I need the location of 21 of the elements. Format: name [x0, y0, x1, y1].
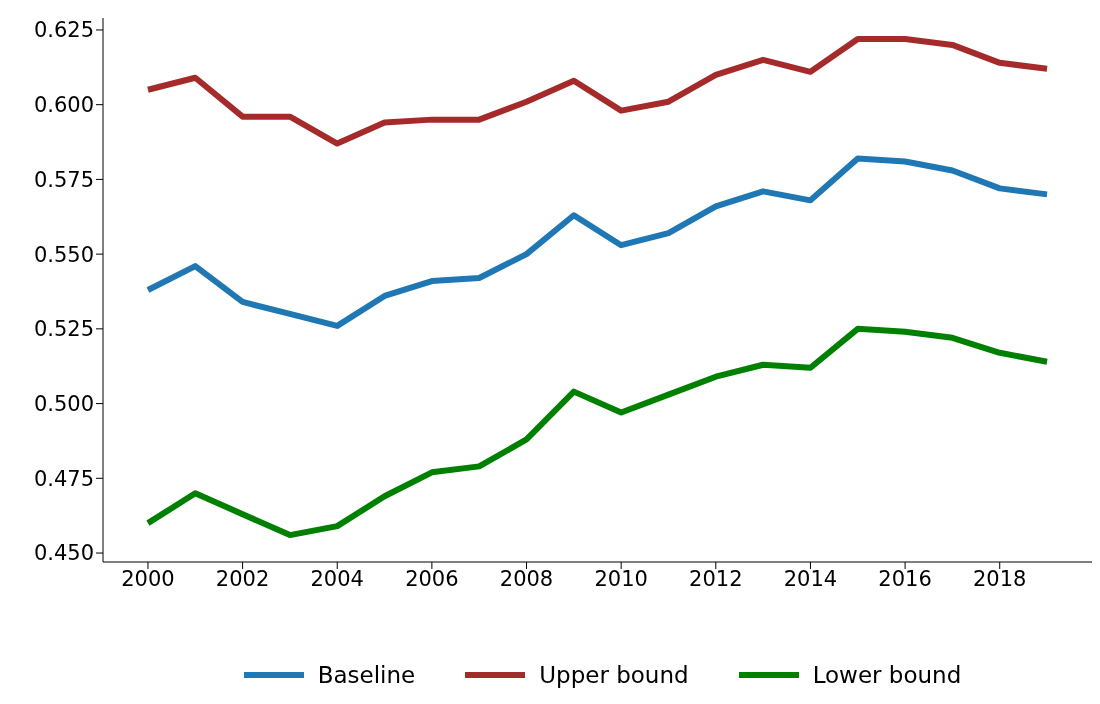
y-tick-label: 0.575	[33, 167, 94, 192]
x-tick-label: 2010	[594, 566, 648, 591]
x-tick-label: 2008	[499, 566, 554, 591]
y-tick-label: 0.475	[33, 466, 94, 491]
x-tick-label: 2014	[783, 566, 838, 591]
x-tick-label: 2018	[973, 566, 1027, 591]
y-tick-label: 0.550	[33, 242, 94, 267]
x-tick-label: 2016	[878, 566, 932, 591]
y-tick-label: 0.500	[33, 392, 94, 417]
legend-label: Lower bound	[812, 662, 962, 688]
y-tick-label: 0.625	[33, 18, 94, 43]
x-tick-label: 2004	[310, 566, 364, 591]
y-tick-label: 0.450	[33, 541, 94, 566]
x-tick-label: 2006	[405, 566, 459, 591]
x-tick-label: 2002	[215, 566, 270, 591]
legend-label: Baseline	[317, 662, 416, 688]
legend-label: Upper bound	[539, 662, 689, 688]
x-tick-label: 2012	[689, 566, 743, 591]
x-tick-label: 2000	[121, 566, 175, 591]
y-tick-label: 0.600	[33, 93, 94, 118]
y-tick-label: 0.525	[33, 317, 94, 342]
